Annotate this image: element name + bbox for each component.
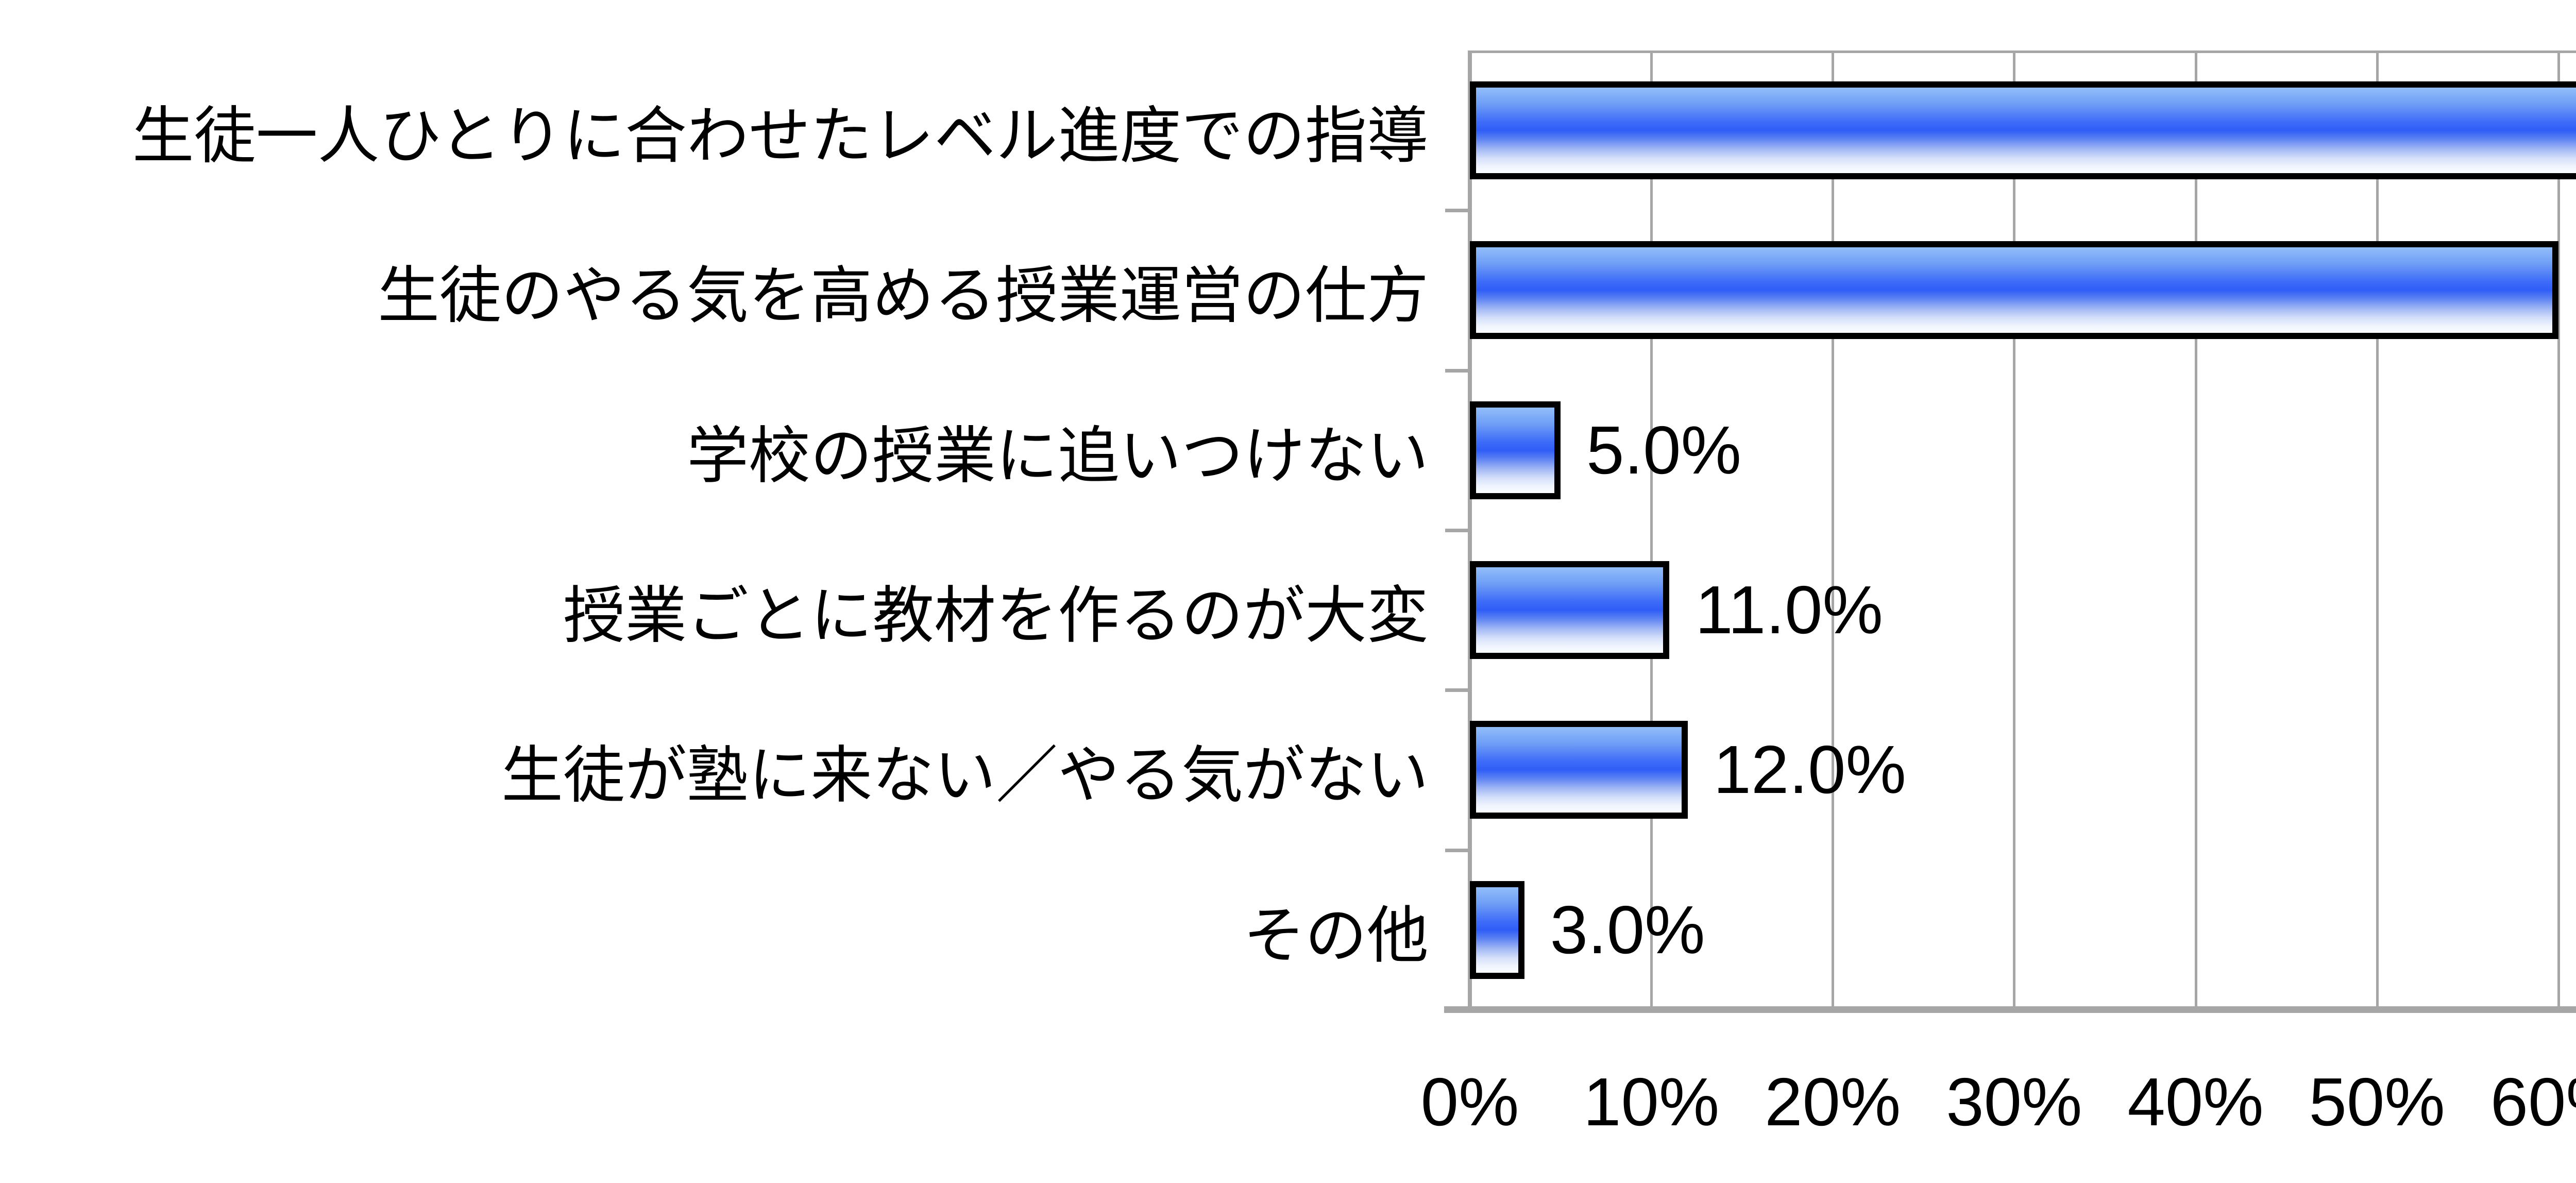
bar-row: 60.0% <box>1470 210 2576 370</box>
bar-level-guidance <box>1470 81 2576 180</box>
value-axis-line <box>1444 1006 2576 1013</box>
value-label: 5.0% <box>1586 412 1741 488</box>
bar-row: 3.0% <box>1470 850 2576 1010</box>
category-label: 授業ごとに教材を作るのが大変 <box>563 581 1429 651</box>
category-axis-tick <box>1445 368 1470 373</box>
bar-row: 12.0% <box>1470 690 2576 850</box>
gridline-50pct <box>2376 50 2379 1010</box>
value-axis-tick-label: 20% <box>1765 1064 1901 1140</box>
category-axis-line <box>1468 50 1472 1010</box>
bar-row: 11.0% <box>1470 530 2576 690</box>
value-axis-tick-label: 50% <box>2309 1064 2445 1140</box>
category-label: 学校の授業に追いつけない <box>687 421 1429 491</box>
gridline-10pct <box>1650 50 1653 1010</box>
value-axis-tick-label: 10% <box>1583 1064 1720 1140</box>
bar-row: 5.0% <box>1470 370 2576 530</box>
value-axis-tick-label: 40% <box>2127 1064 2264 1140</box>
bar-other <box>1470 881 1524 979</box>
value-axis-tick-label: 0% <box>1420 1064 1519 1140</box>
value-label: 11.0% <box>1695 572 1883 648</box>
category-axis-tick <box>1445 529 1470 532</box>
value-label: 12.0% <box>1713 732 1906 808</box>
category-label: 生徒一人ひとりに合わせたレベル進度での指導 <box>132 102 1429 171</box>
value-label: 3.0% <box>1550 891 1705 968</box>
category-axis-tick <box>1445 848 1470 852</box>
gridline-60pct <box>2557 50 2560 1010</box>
value-axis-tick-label: 30% <box>1946 1064 2082 1140</box>
bar-motivation-classes <box>1470 241 2558 340</box>
gridline-30pct <box>2013 50 2016 1010</box>
category-axis-tick <box>1445 688 1470 692</box>
plot-area: 71.0% 60.0% 5.0% 11.0% 12.0% 3.0% <box>1444 50 2576 1013</box>
gridline-40pct <box>2194 50 2197 1010</box>
bar-materials-burden <box>1470 561 1670 660</box>
bar-school-catchup <box>1470 401 1561 499</box>
category-label: 生徒のやる気を高める授業運営の仕方 <box>378 261 1429 331</box>
gridline-20pct <box>1832 50 1835 1010</box>
category-axis-labels: 生徒一人ひとりに合わせたレベル進度での指導 生徒のやる気を高める授業運営の仕方 … <box>0 50 1429 1010</box>
value-axis-labels: 0% 10% 20% 30% 40% 50% 60% 70% 80% <box>1421 1061 2576 1183</box>
bar-row: 71.0% <box>1470 50 2576 210</box>
category-label: その他 <box>1243 901 1429 970</box>
bar-attendance-motivation <box>1470 721 1688 819</box>
category-axis-tick <box>1445 209 1470 213</box>
plot-top-border <box>1470 50 2576 53</box>
value-axis-tick-label: 60% <box>2490 1064 2576 1140</box>
category-label: 生徒が塾に来ない／やる気がない <box>501 741 1429 810</box>
